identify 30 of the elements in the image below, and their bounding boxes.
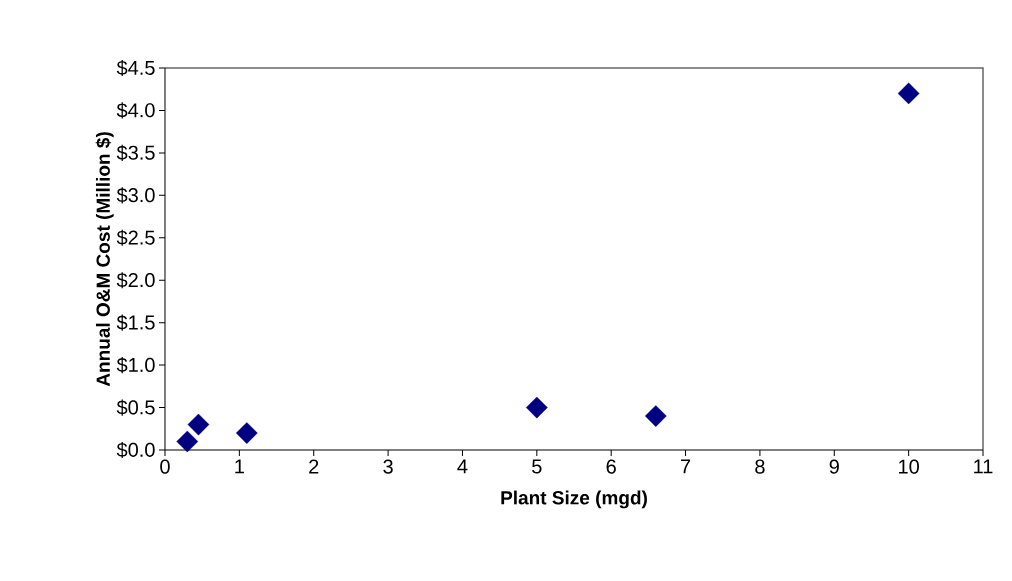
x-tick-label: 10 [899, 459, 919, 474]
x-tick-label: 11 [974, 459, 993, 474]
point [645, 405, 667, 427]
x-tick-label: 2 [309, 459, 319, 474]
point [897, 82, 920, 105]
y-tick-label: $3.0 [116, 187, 155, 204]
point [526, 396, 548, 419]
y-axis-title: Annual O&M Cost (Million $) [95, 132, 114, 387]
x-tick-label: 1 [235, 459, 244, 474]
x-axis-title: Plant Size (mgd) [501, 490, 647, 509]
y-tick-label: $1.0 [116, 357, 155, 374]
y-tick-label: $0.0 [116, 441, 155, 459]
y-tick-label: $1.5 [116, 314, 155, 331]
y-tick-label: $2.0 [116, 272, 155, 289]
y-tick-label: $3.5 [116, 144, 155, 161]
x-tick-label: 3 [383, 459, 393, 474]
y-tick-label: $4.0 [116, 102, 155, 119]
x-tick-label: 8 [755, 459, 765, 474]
x-tick-label: 5 [532, 459, 542, 474]
point [235, 422, 258, 444]
x-tick-label: 6 [606, 459, 616, 474]
point [187, 413, 210, 436]
y-tick-label: $4.5 [116, 59, 155, 77]
x-tick-label: 0 [160, 459, 170, 474]
x-tick-label: 7 [681, 459, 691, 474]
point [176, 430, 199, 453]
y-tick-label: $0.5 [116, 399, 155, 416]
x-tick-label: 4 [457, 459, 468, 474]
x-tick-label: 9 [829, 459, 839, 474]
y-tick-label: $2.5 [116, 229, 155, 246]
